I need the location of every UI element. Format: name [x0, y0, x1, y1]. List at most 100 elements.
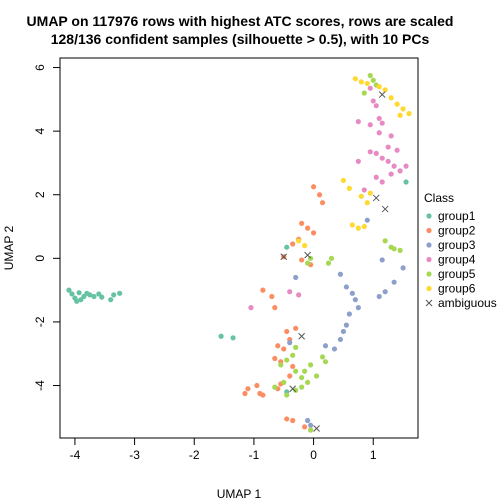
point-group5 — [299, 384, 305, 390]
point-group4 — [376, 130, 382, 136]
point-group2 — [260, 287, 266, 293]
point-group3 — [322, 343, 329, 349]
point-group4 — [391, 163, 397, 169]
point-group1 — [111, 292, 117, 298]
point-group5 — [397, 247, 403, 253]
point-group3 — [337, 271, 344, 277]
point-group6 — [388, 95, 394, 101]
legend-item-group3: group3 — [426, 238, 476, 252]
point-group3 — [379, 257, 385, 263]
legend-item-group4: group4 — [426, 253, 476, 267]
x-tick-label: -2 — [189, 448, 200, 462]
point-group3 — [343, 284, 349, 290]
legend-item-group6: group6 — [426, 282, 476, 296]
legend-item-ambiguous: ambiguous — [425, 296, 497, 310]
point-group6 — [358, 79, 364, 85]
point-group4 — [373, 174, 379, 180]
point-group2 — [290, 363, 296, 370]
x-tick-label: 1 — [370, 448, 377, 462]
point-ambiguous — [289, 385, 297, 393]
point-group6 — [346, 185, 352, 191]
point-group6 — [349, 222, 355, 228]
point-group2 — [269, 293, 275, 300]
point-group5 — [391, 246, 397, 252]
point-group2 — [242, 390, 248, 397]
point-group5 — [305, 260, 311, 266]
legend-label: ambiguous — [438, 296, 497, 310]
legend-title: Class — [424, 191, 454, 205]
point-group2 — [290, 241, 296, 247]
point-group4 — [394, 147, 400, 153]
point-group3 — [287, 340, 293, 346]
point-group4 — [373, 103, 379, 109]
point-group6 — [382, 87, 388, 93]
point-group3 — [337, 336, 344, 343]
point-group4 — [355, 158, 361, 164]
point-group6 — [296, 238, 302, 244]
y-tick-label: 4 — [33, 127, 47, 134]
point-group4 — [370, 98, 376, 104]
point-ambiguous — [280, 253, 288, 261]
point-group3 — [349, 290, 355, 296]
point-group4 — [397, 168, 403, 174]
point-group6 — [364, 80, 370, 87]
point-group6 — [367, 190, 373, 196]
point-group4 — [361, 187, 367, 193]
point-group3 — [293, 274, 299, 281]
point-group1 — [108, 297, 114, 303]
point-group5 — [305, 379, 311, 385]
point-group2 — [319, 200, 326, 206]
point-group6 — [394, 101, 400, 107]
point-group2 — [281, 346, 287, 352]
point-group6 — [361, 223, 367, 230]
point-group5 — [284, 392, 290, 398]
legend-item-group2: group2 — [426, 224, 476, 238]
legend-label: group1 — [438, 209, 476, 223]
point-group2 — [245, 386, 251, 392]
point-ambiguous — [372, 194, 380, 202]
point-group3 — [343, 322, 349, 328]
point-group4 — [388, 133, 394, 139]
point-group3 — [331, 346, 338, 352]
point-ambiguous — [304, 251, 311, 259]
point-group3 — [305, 417, 311, 424]
point-group5 — [281, 379, 287, 385]
point-group1 — [69, 291, 75, 297]
point-group2 — [284, 328, 290, 335]
point-group2 — [305, 225, 311, 231]
point-group6 — [302, 243, 308, 249]
point-group5 — [293, 344, 299, 350]
point-group2 — [299, 257, 305, 263]
point-group3 — [340, 328, 347, 335]
legend-label: group4 — [438, 253, 476, 267]
y-axis: -4 -2 0 2 4 6 — [33, 64, 61, 391]
point-group3 — [355, 305, 361, 311]
legend: Class group1group2group3group4group5grou… — [424, 191, 497, 310]
legend-item-group5: group5 — [426, 267, 476, 281]
y-tick-label: -2 — [33, 316, 47, 327]
point-group2 — [287, 373, 293, 379]
point-group3 — [352, 297, 358, 303]
point-group2 — [260, 392, 266, 398]
x-tick-label: -4 — [70, 448, 81, 462]
point-group2 — [310, 184, 317, 190]
point-group3 — [382, 289, 388, 295]
point-group1 — [87, 292, 93, 298]
point-group4 — [385, 144, 391, 150]
point-group4 — [367, 122, 373, 128]
point-group6 — [400, 106, 406, 112]
point-group5 — [293, 368, 299, 374]
point-group4 — [376, 115, 382, 122]
point-group6 — [376, 84, 382, 90]
point-group5 — [322, 359, 329, 365]
y-tick-label: 0 — [33, 255, 47, 262]
point-group4 — [385, 158, 391, 164]
point-group6 — [364, 200, 370, 206]
point-group2 — [302, 424, 308, 430]
point-group1 — [74, 298, 80, 304]
point-group4 — [379, 120, 385, 126]
point-group5 — [299, 374, 305, 381]
point-group5 — [308, 362, 314, 368]
point-group5 — [272, 384, 278, 390]
point-group4 — [379, 179, 385, 185]
